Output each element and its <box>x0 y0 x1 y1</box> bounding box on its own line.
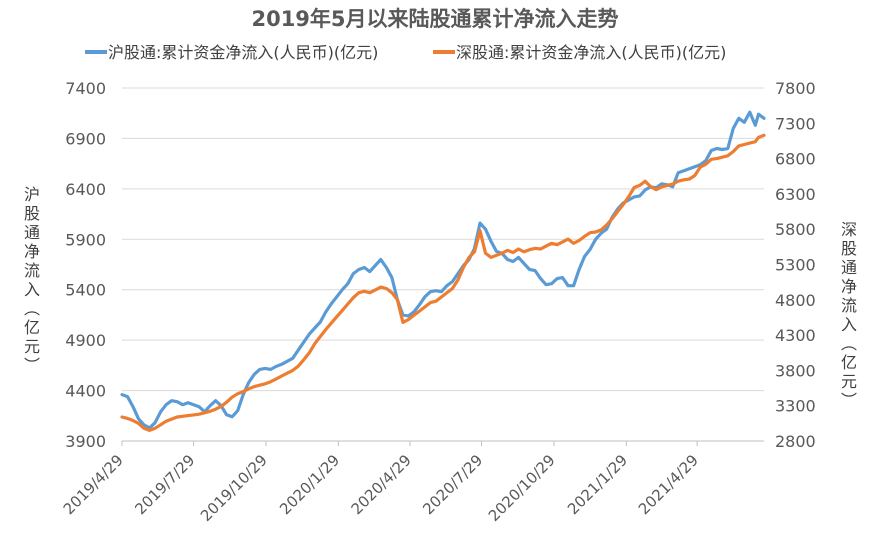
axis-title-glyph: 股 <box>23 204 40 223</box>
axis-title-glyph: 通 <box>840 258 857 277</box>
x-tick-label: 2021/4/29 <box>635 451 702 518</box>
x-tick-label: 2020/10/29 <box>485 451 559 525</box>
x-tick-label: 2020/4/29 <box>348 451 415 518</box>
y-left-tick-label: 6900 <box>65 129 106 148</box>
y-right-tick-label: 4300 <box>775 326 816 345</box>
chart-title: 2019年5月以来陆股通累计净流入走势 <box>251 7 618 31</box>
y-left-tick-label: 5900 <box>65 230 106 249</box>
axis-title-glyph: ︶ <box>23 356 40 375</box>
series-line-1 <box>120 110 766 430</box>
axis-title-glyph: 沪 <box>23 185 40 204</box>
axis-title-glyph: 股 <box>840 239 857 258</box>
axis-title-glyph: 净 <box>23 242 40 261</box>
x-tick-label: 2019/10/29 <box>197 451 271 525</box>
axis-title-glyph: 流 <box>23 261 40 280</box>
axis-title-glyph: ︶ <box>840 391 857 410</box>
y-right-tick-label: 4800 <box>775 291 816 310</box>
series-line-2 <box>120 133 766 432</box>
y-right-tick-label: 7300 <box>775 114 816 133</box>
y-right-tick-label: 7800 <box>775 79 816 98</box>
axis-title-glyph: 元 <box>840 372 857 391</box>
axis-title-glyph: 通 <box>23 223 40 242</box>
axis-title-glyph: ︵ <box>23 299 40 318</box>
y-right-tick-label: 2800 <box>775 432 816 451</box>
axis-title-glyph: 深 <box>840 220 857 239</box>
y-right-tick-label: 6800 <box>775 150 816 169</box>
axis-title-glyph: 入 <box>840 315 857 334</box>
axis-title-glyph: 元 <box>23 337 40 356</box>
y-left-tick-label: 4400 <box>65 382 106 401</box>
axis-title-glyph: 流 <box>840 296 857 315</box>
y-left-tick-label: 5400 <box>65 281 106 300</box>
y-right-tick-label: 5800 <box>775 220 816 239</box>
legend-label-2: 深股通:累计资金净流入(人民币)(亿元) <box>456 43 726 62</box>
y-left-tick-label: 7400 <box>65 79 106 98</box>
axis-title-glyph: 亿 <box>23 318 40 337</box>
y-left-tick-label: 3900 <box>65 432 106 451</box>
x-tick-label: 2020/1/29 <box>276 451 343 518</box>
y-right-tick-label: 5300 <box>775 256 816 275</box>
y-axis-left-title: 沪股通净流入 ︵ 亿元 ︶ <box>21 185 43 375</box>
x-tick-label: 2020/7/29 <box>419 451 486 518</box>
axis-title-glyph: 净 <box>840 277 857 296</box>
x-tick-label: 2019/7/29 <box>131 451 198 518</box>
legend-label-1: 沪股通:累计资金净流入(人民币)(亿元) <box>108 43 378 62</box>
axis-title-glyph: 入 <box>23 280 40 299</box>
y-right-tick-label: 3800 <box>775 361 816 380</box>
x-tick-label: 2021/1/29 <box>564 451 631 518</box>
y-left-tick-label: 4900 <box>65 331 106 350</box>
y-right-tick-label: 6300 <box>775 185 816 204</box>
axis-title-glyph: ︵ <box>840 334 857 353</box>
axis-title-glyph: 亿 <box>840 353 857 372</box>
y-axis-right-title: 深股通净流入 ︵ 亿元 ︶ <box>838 220 860 410</box>
x-tick-label: 2019/4/29 <box>60 451 127 518</box>
y-right-tick-label: 3300 <box>775 397 816 416</box>
y-left-tick-label: 6400 <box>65 180 106 199</box>
